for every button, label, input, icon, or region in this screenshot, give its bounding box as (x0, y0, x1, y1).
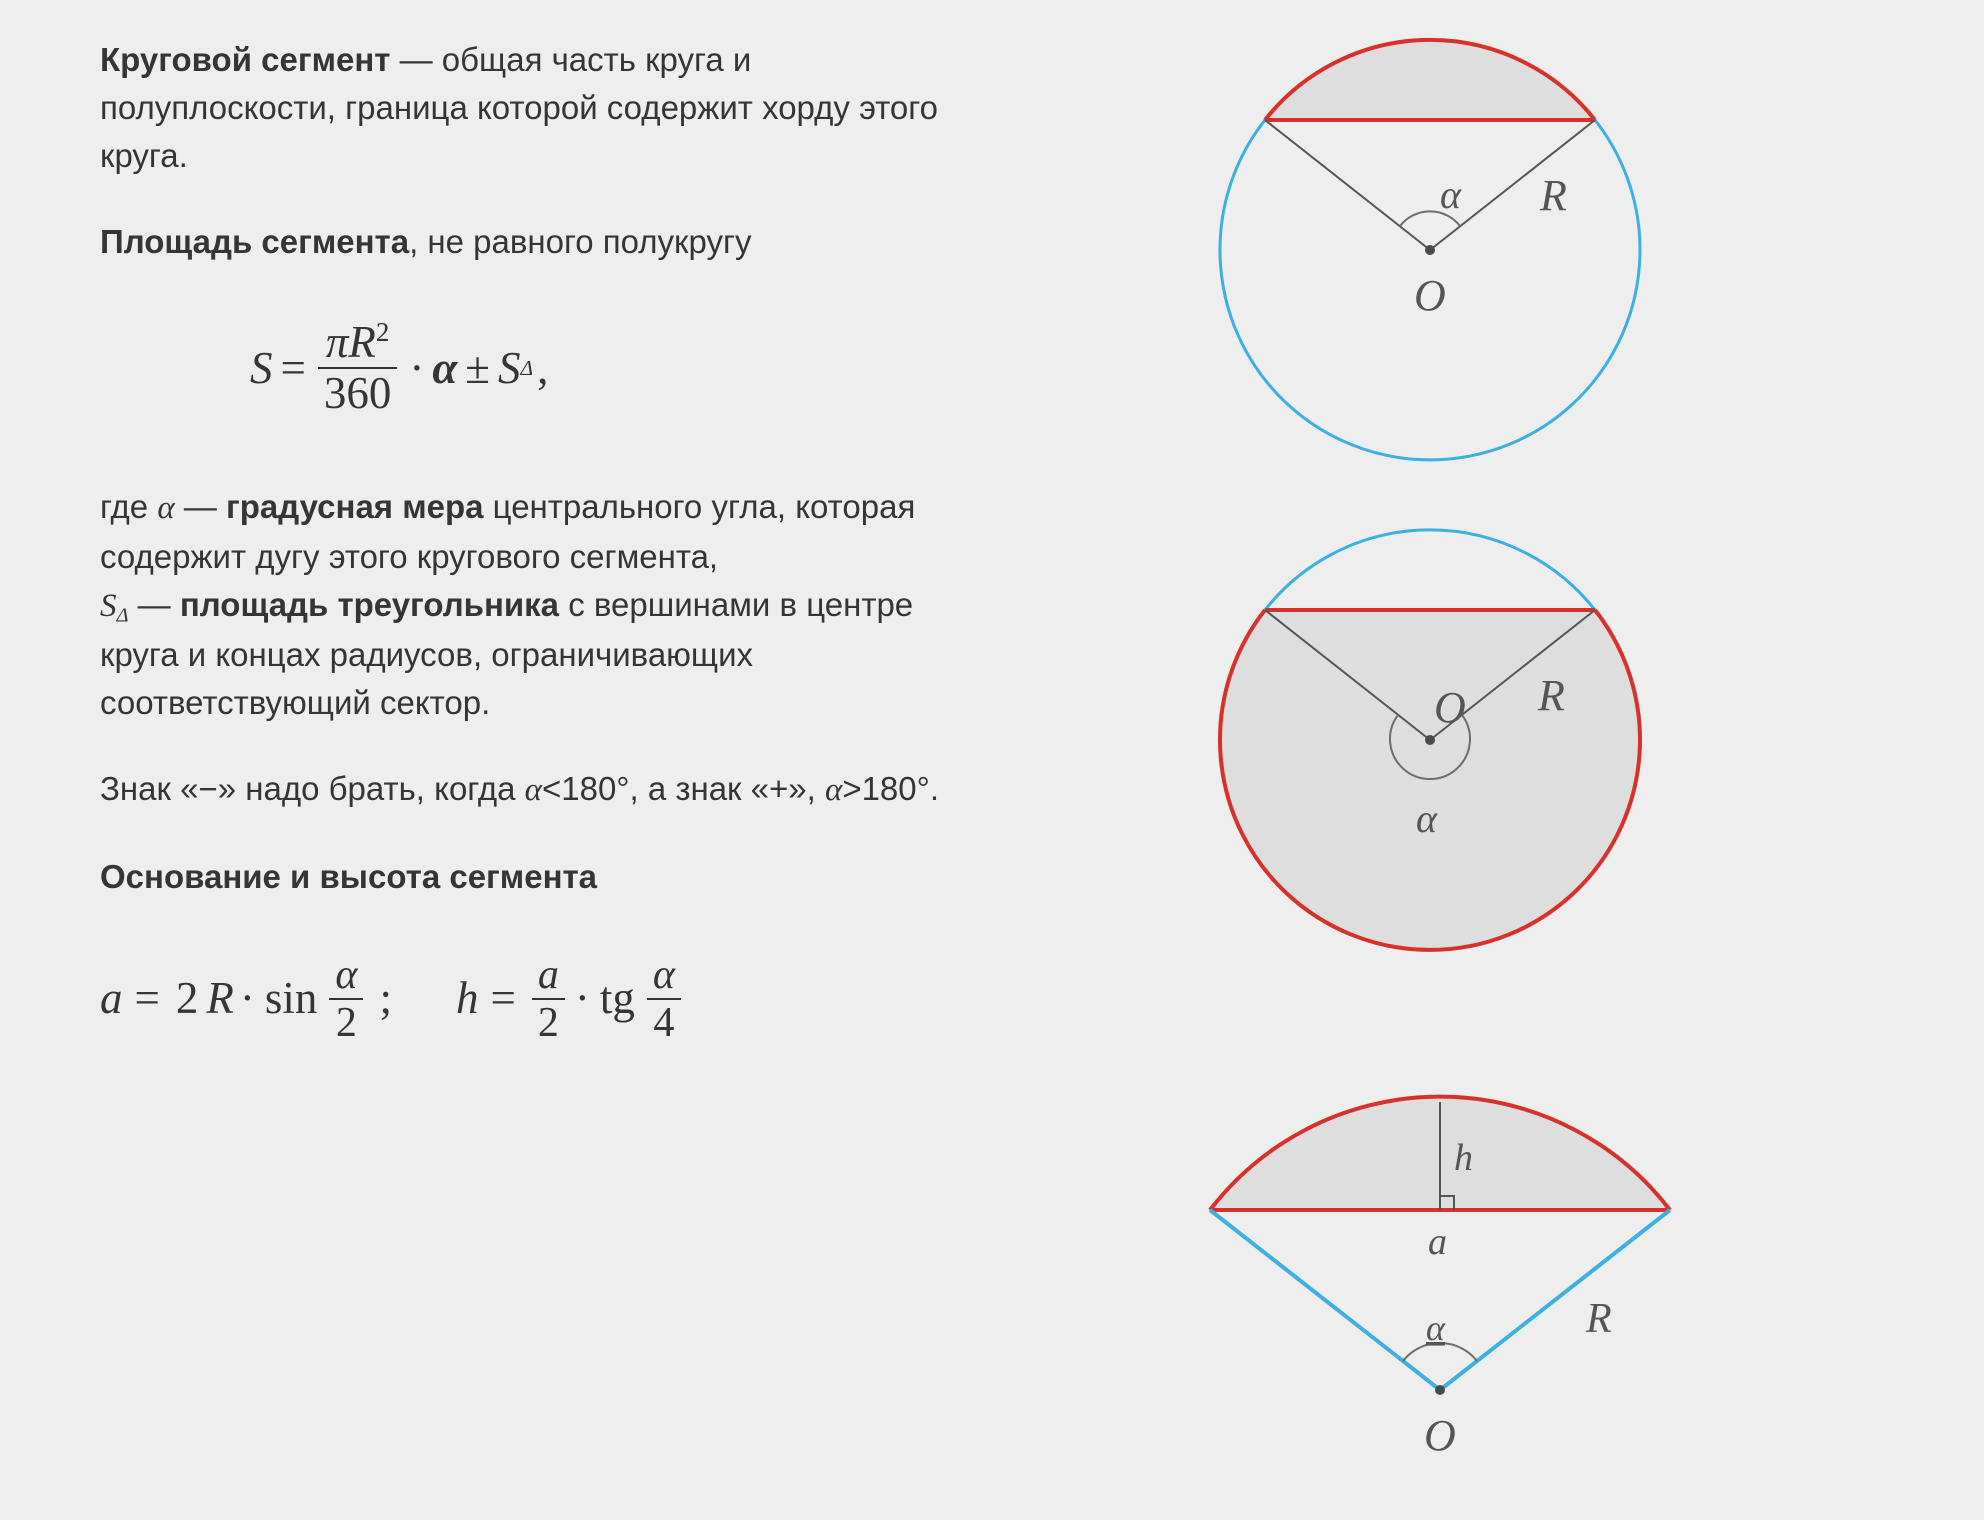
fig3-label-a: a (1428, 1221, 1447, 1263)
sym-pm: ± (457, 336, 498, 401)
alpha-explain: где α — градусная мера центрального угла… (100, 483, 970, 581)
sym-semi: ; (371, 966, 400, 1031)
figure-2: O R α (1220, 530, 1640, 950)
sym-pi: π (326, 317, 349, 367)
txt-tri-bold: площадь треугольника (180, 586, 559, 623)
sym-S2: S (498, 336, 521, 401)
figure-3: h a α R O (1210, 1097, 1670, 1460)
frac-alpha-4: α 4 (647, 952, 681, 1046)
sign-rule: Знак «−» надо брать, когда α<180°, а зна… (100, 765, 970, 815)
sym-eq3: = (482, 966, 523, 1031)
den-4: 4 (647, 1000, 680, 1046)
base-height-heading: Основание и высота сегмента (100, 853, 970, 901)
fig2-arc-blue (1265, 530, 1595, 610)
sym-alpha: α (432, 336, 457, 401)
page: Круговой сегмент — общая часть круга и п… (0, 0, 1984, 1520)
sym-a: a (100, 966, 123, 1031)
num-a: a (532, 952, 565, 998)
sym-S: S (250, 336, 273, 401)
area-bold: Площадь сегмента (100, 223, 409, 260)
figure-1: α R O (1220, 40, 1640, 460)
sym-eq2: = (127, 966, 168, 1031)
num-alpha: α (329, 952, 363, 998)
fig2-center-dot (1425, 735, 1435, 745)
fraction-piR2-360: πR2 360 (318, 318, 398, 419)
formula-base-height: a = 2R · sin α 2 ; h = a 2 · tg α (100, 939, 970, 1059)
sym-sq: 2 (376, 317, 390, 347)
fig3-radius-left (1210, 1210, 1440, 1390)
txt-dash1: — (175, 488, 226, 525)
den-2b: 2 (532, 1000, 565, 1046)
sym-dot: · (401, 336, 432, 401)
den-2: 2 (330, 1000, 363, 1046)
sym-alpha2: α (157, 490, 174, 526)
fig3-radius-right (1440, 1210, 1670, 1390)
sym-R2: R (206, 966, 234, 1031)
sym-dot3: · (573, 966, 592, 1031)
txt-dash2: — (129, 586, 180, 623)
sym-2: 2 (172, 966, 203, 1031)
diagram-column: α R O O (1040, 10, 1860, 1510)
sym-comma: , (533, 336, 556, 401)
fn-sin: sin (261, 966, 322, 1031)
sym-360: 360 (318, 369, 398, 419)
fig2-label-alpha: α (1416, 796, 1438, 841)
fig3-label-O: O (1424, 1411, 1456, 1460)
sign-e: >180°. (842, 770, 939, 807)
fn-tg: tg (596, 966, 639, 1031)
sign-alpha1: α (525, 772, 542, 808)
sym-R: R (348, 317, 376, 367)
fig3-label-h: h (1454, 1137, 1473, 1179)
fig3-label-alpha: α (1426, 1308, 1446, 1348)
frac-a-2: a 2 (532, 952, 565, 1046)
sym-S3: S (100, 588, 117, 624)
area-heading: Площадь сегмента, не равного полукругу (100, 218, 970, 266)
diagrams-svg: α R O O (1040, 10, 1860, 1510)
text-column: Круговой сегмент — общая часть круга и п… (100, 36, 970, 1069)
fig1-label-O: O (1414, 271, 1446, 320)
area-rest: , не равного полукругу (409, 223, 751, 260)
sym-h: h (456, 966, 479, 1031)
sign-c: <180°, а знак «+», (542, 770, 825, 807)
fig3-center-dot (1435, 1385, 1445, 1395)
definition-paragraph: Круговой сегмент — общая часть круга и п… (100, 36, 970, 180)
sign-alpha2: α (825, 772, 842, 808)
fig1-segment-fill (1265, 40, 1595, 120)
sdelta-explain: SΔ — площадь треугольника с вершинами в … (100, 581, 970, 727)
fig2-label-O: O (1434, 683, 1466, 732)
fig3-label-R: R (1585, 1296, 1612, 1342)
fig1-label-alpha: α (1440, 172, 1462, 217)
sym-delta-sub: Δ (117, 605, 129, 627)
fig1-center-dot (1425, 245, 1435, 255)
fig1-radius-left (1265, 120, 1430, 250)
fig2-label-R: R (1537, 671, 1565, 720)
txt-degree-bold: градусная мера (226, 488, 483, 525)
sym-eq: = (273, 336, 314, 401)
term-segment: Круговой сегмент (100, 41, 390, 78)
fig1-label-R: R (1539, 171, 1567, 220)
sym-dot2: · (238, 966, 257, 1031)
frac-alpha-2: α 2 (329, 952, 363, 1046)
txt-where: где (100, 488, 157, 525)
formula-area: S = πR2 360 · α ± SΔ , (250, 303, 970, 433)
sign-a: Знак «−» надо брать, когда (100, 770, 525, 807)
sym-delta: Δ (521, 353, 534, 384)
num-alpha2: α (647, 952, 681, 998)
